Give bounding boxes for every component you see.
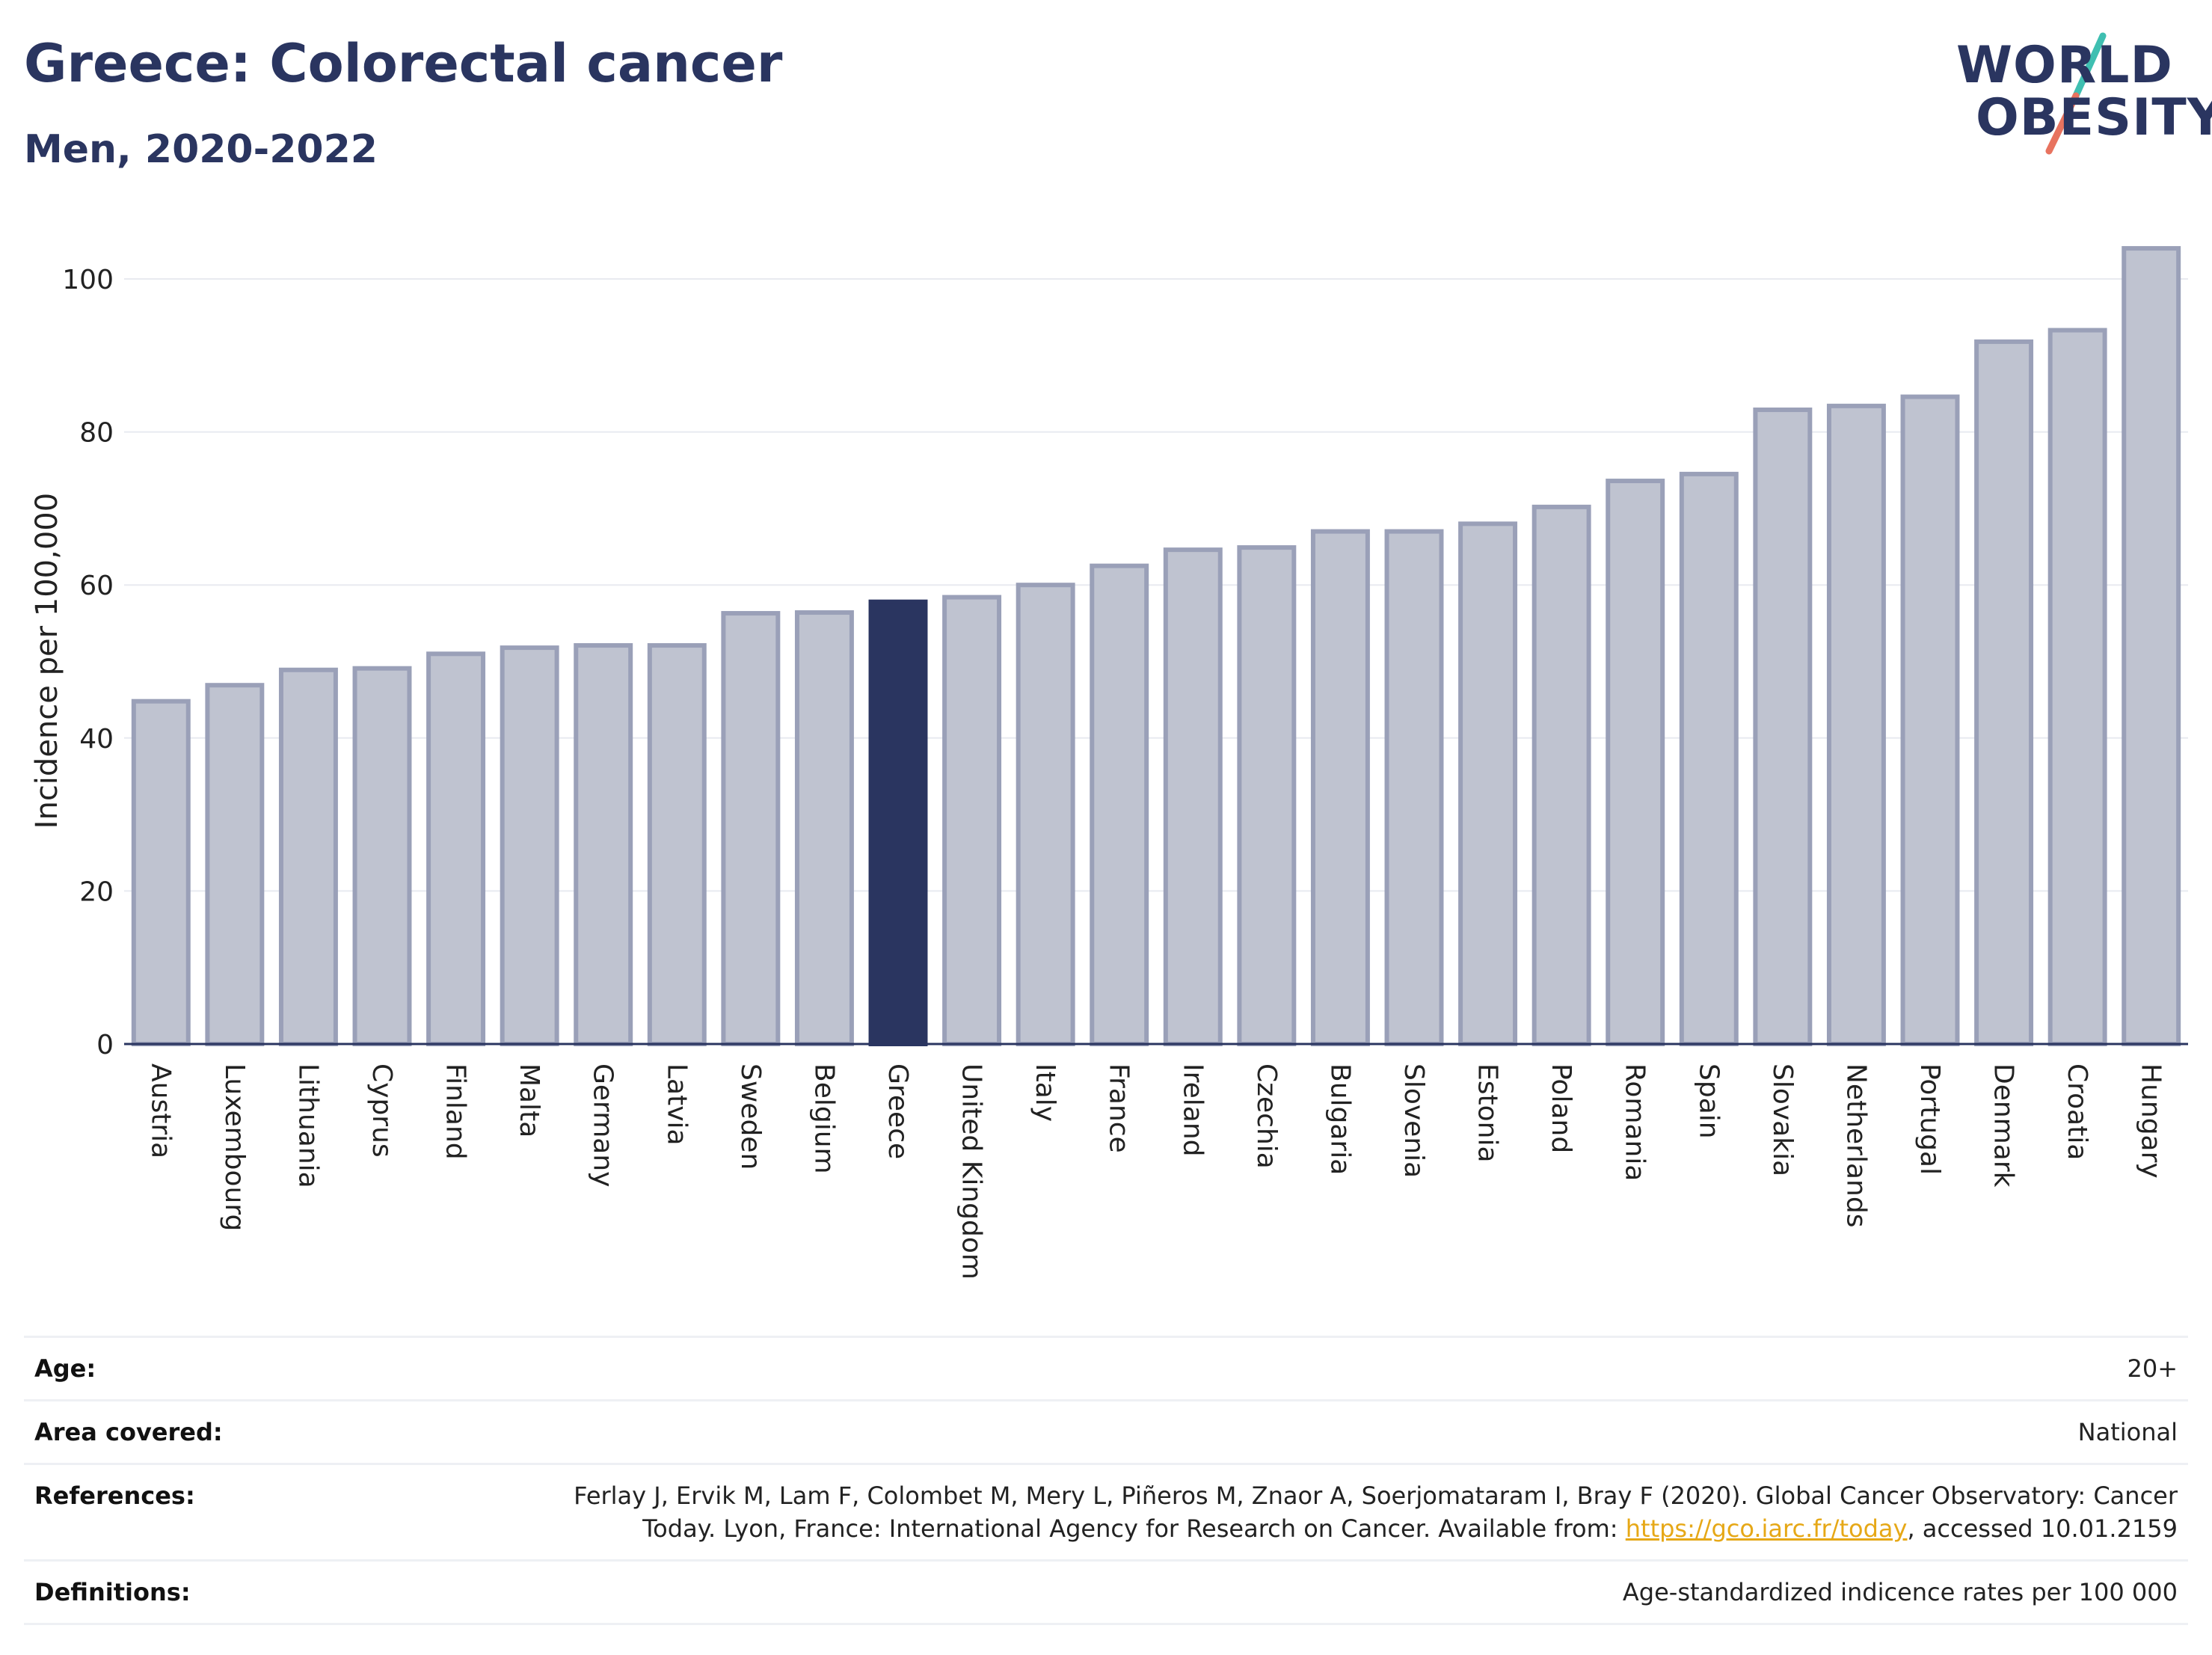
bar-spain (1679, 471, 1739, 1046)
bar-croatia (2047, 328, 2107, 1046)
x-tick-label: Estonia (1472, 1063, 1503, 1163)
definitions-value: Age-standardized indicence rates per 100… (1622, 1578, 2178, 1606)
bar-united-kingdom (942, 595, 1002, 1046)
x-tick-label: Sweden (735, 1063, 766, 1170)
bar-sweden (721, 611, 781, 1046)
x-tick-label: United Kingdom (956, 1063, 987, 1280)
x-tick-label: Malta (514, 1063, 544, 1137)
area-label: Area covered: (34, 1418, 223, 1446)
x-tick-label: Poland (1546, 1063, 1576, 1153)
y-axis-label: Incidence per 100,000 (30, 493, 64, 829)
references-line-2-start: Today. Lyon, France: International Agenc… (642, 1514, 1626, 1543)
x-tick-label: Slovakia (1767, 1063, 1798, 1176)
y-tick-label: 0 (96, 1030, 114, 1060)
bar-cyprus (352, 666, 412, 1046)
bar-malta (500, 645, 559, 1046)
references-line-2-end: , accessed 10.01.2159 (1907, 1514, 2178, 1543)
age-value: 20+ (2127, 1354, 2178, 1383)
x-tick-label: Latvia (661, 1063, 692, 1146)
bar-romania (1606, 479, 1665, 1046)
bar-denmark (1974, 339, 2034, 1046)
bar-slovakia (1753, 407, 1813, 1046)
references-label: References: (34, 1481, 195, 1510)
y-tick-label: 60 (79, 571, 114, 601)
x-tick-label: Bulgaria (1324, 1063, 1355, 1175)
bar-belgium (794, 610, 854, 1046)
age-label: Age: (34, 1354, 96, 1383)
y-tick-label: 20 (79, 876, 114, 907)
bar-portugal (1900, 394, 1960, 1046)
bar-lithuania (278, 667, 338, 1046)
references-value: Ferlay J, Ervik M, Lam F, Colombet M, Me… (574, 1479, 2178, 1545)
x-tick-label: Belgium (808, 1063, 839, 1174)
bar-estonia (1458, 521, 1518, 1046)
x-tick-label: Austria (145, 1063, 176, 1158)
references-link[interactable]: https://gco.iarc.fr/today (1625, 1514, 1908, 1543)
bar-poland (1531, 504, 1591, 1046)
bar-ireland (1163, 547, 1223, 1046)
page-title: Greece: Colorectal cancer (24, 33, 783, 94)
meta-row-definitions: Definitions: Age-standardized indicence … (24, 1559, 2188, 1625)
y-tick-label: 80 (79, 418, 114, 449)
x-tick-label: Portugal (1914, 1063, 1945, 1175)
x-tick-label: Luxembourg (219, 1063, 250, 1231)
x-tick-label: Denmark (1988, 1063, 2019, 1188)
bar-austria (131, 698, 191, 1046)
area-value: National (2077, 1418, 2178, 1446)
bar-italy (1016, 583, 1075, 1046)
x-tick-label: Greece (882, 1063, 913, 1159)
bar-czechia (1237, 545, 1297, 1046)
bar-latvia (647, 643, 707, 1046)
bar-netherlands (1826, 403, 1886, 1046)
x-tick-label: Romania (1620, 1063, 1650, 1181)
bar-france (1090, 563, 1149, 1046)
logo-word-2: OBESITY (1976, 88, 2212, 147)
meta-row-references: References: Ferlay J, Ervik M, Lam F, Co… (24, 1463, 2188, 1559)
meta-row-area: Area covered: National (24, 1399, 2188, 1463)
x-tick-label: Slovenia (1398, 1063, 1429, 1178)
logo-word-1: WORLD (1956, 36, 2173, 95)
bar-chart: 0 20 40 60 80 100 Incidence per 100,000 Austria… (30, 246, 2188, 1280)
logo-slash-icon (2045, 32, 2107, 155)
x-tick-label: Ireland (1177, 1063, 1208, 1157)
x-tick-label: Italy (1030, 1063, 1060, 1122)
bar-slovenia (1384, 529, 1444, 1046)
x-tick-label: Netherlands (1840, 1063, 1871, 1227)
x-tick-label: Croatia (2062, 1063, 2092, 1160)
y-tick-label: 100 (62, 265, 114, 295)
x-tick-label: Czechia (1251, 1063, 1282, 1169)
x-tick-label: Spain (1693, 1063, 1724, 1139)
bar-greece (868, 599, 928, 1046)
x-tick-label: Cyprus (366, 1063, 397, 1158)
bar-bulgaria (1310, 529, 1370, 1046)
x-tick-label: Finland (440, 1063, 471, 1160)
y-tick-label: 40 (79, 724, 114, 755)
x-tick-label: Germany (588, 1063, 618, 1187)
bar-luxembourg (205, 683, 265, 1046)
bar-finland (426, 651, 486, 1046)
x-tick-label: France (1104, 1063, 1134, 1153)
meta-row-age: Age: 20+ (24, 1336, 2188, 1399)
definitions-label: Definitions: (34, 1578, 191, 1606)
x-tick-label: Lithuania (292, 1063, 323, 1188)
world-obesity-logo: WORLD OBESITY (1944, 30, 2212, 157)
bar-hungary (2122, 246, 2181, 1047)
bar-germany (574, 643, 633, 1046)
metadata-table: Age: 20+ Area covered: National Referenc… (24, 1336, 2188, 1625)
x-tick-label: Hungary (2136, 1063, 2166, 1179)
page-subtitle: Men, 2020-2022 (24, 127, 378, 172)
references-line-1: Ferlay J, Ervik M, Lam F, Colombet M, Me… (574, 1481, 2178, 1510)
